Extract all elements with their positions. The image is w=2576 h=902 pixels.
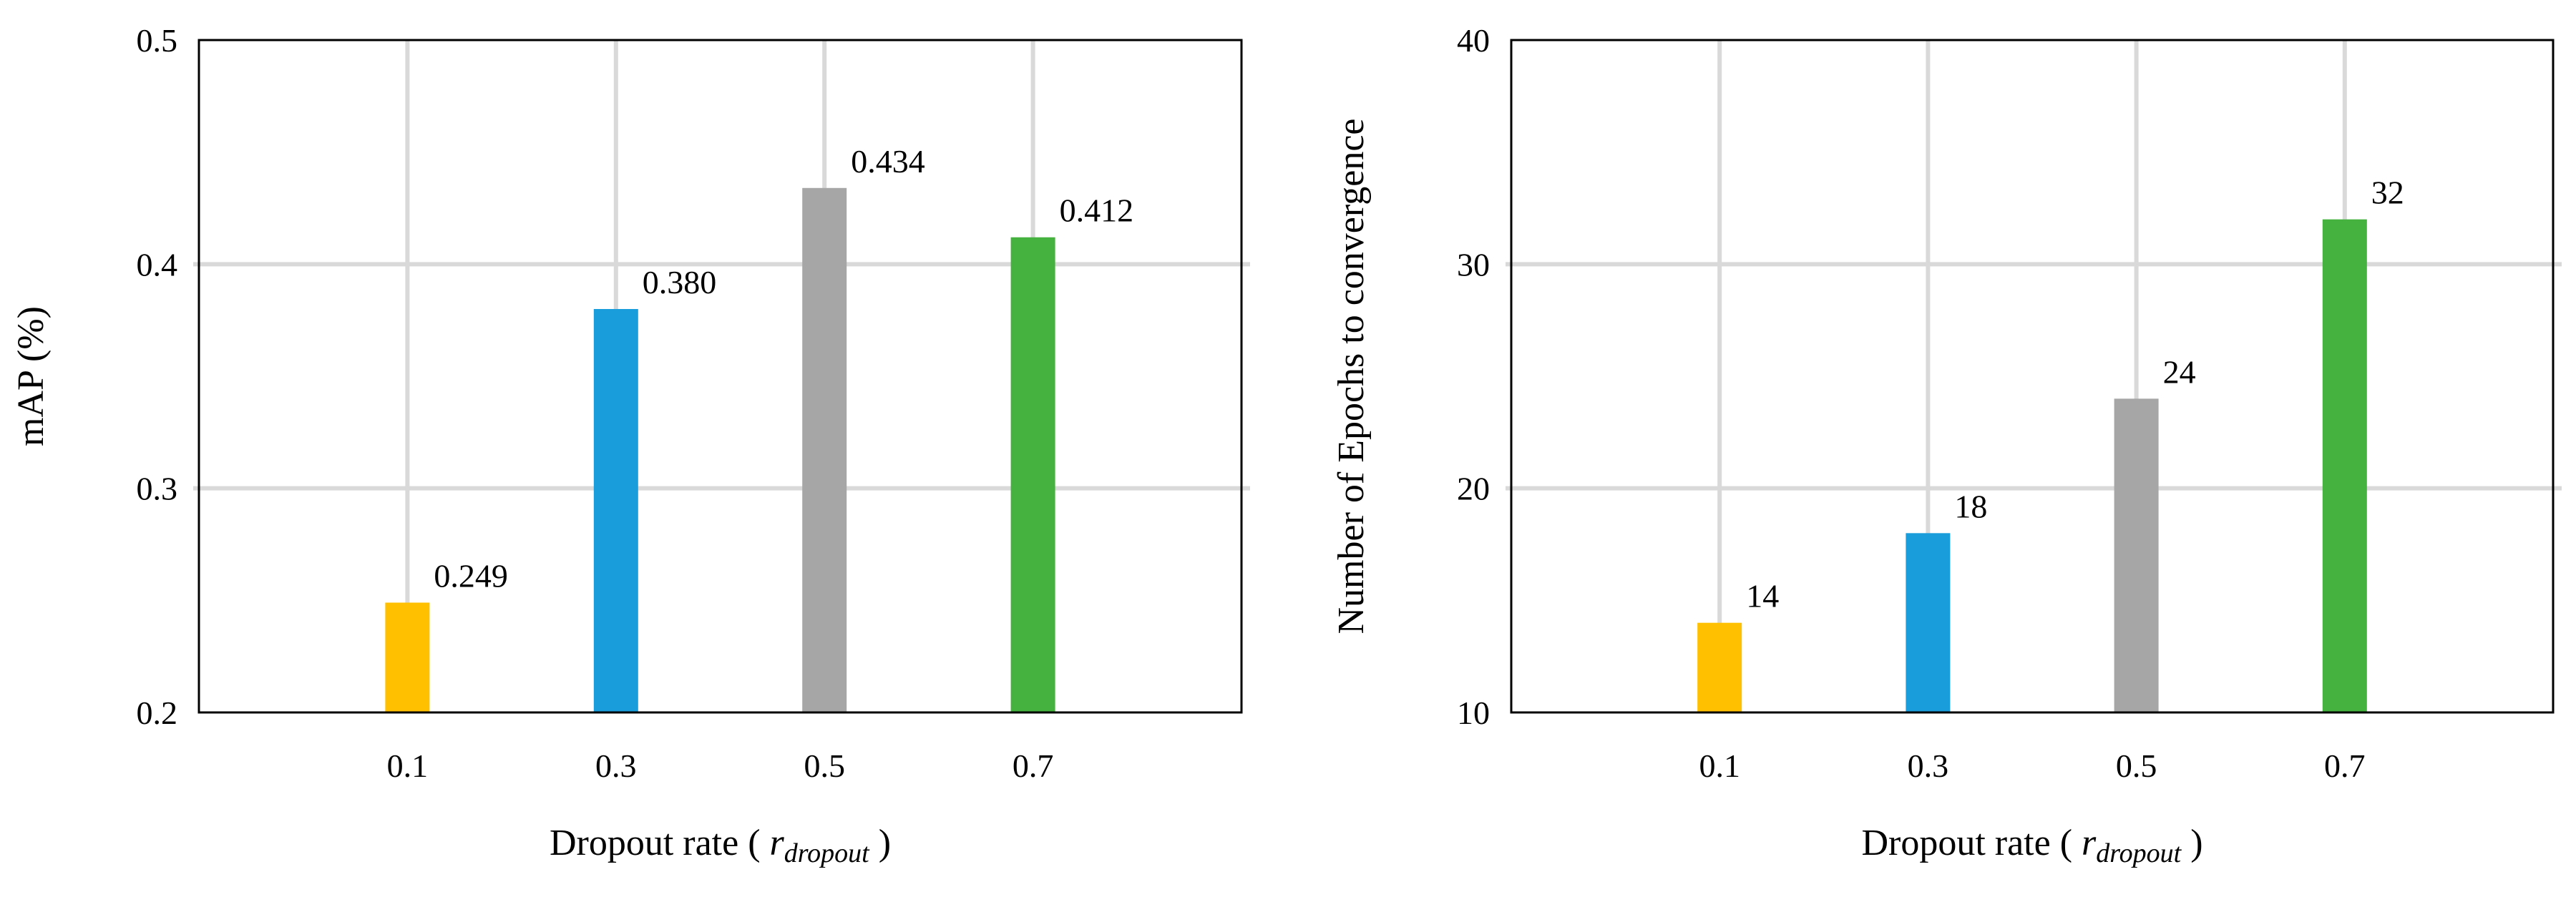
data-label: 0.434 [851, 143, 925, 180]
x-tick-label: 0.5 [804, 747, 845, 784]
bar-0.7 [1010, 237, 1055, 712]
y-axis-title: Number of Epochs to convergence [1331, 118, 1372, 634]
bar-0.5 [802, 187, 847, 712]
x-tick-label: 0.3 [1908, 747, 1949, 784]
x-tick-label: 0.1 [387, 747, 429, 784]
x-tick-label: 0.7 [2324, 747, 2366, 784]
y-tick-label: 10 [1457, 695, 1490, 731]
y-axis-title: mAP (%) [11, 306, 52, 446]
bar-0.3 [1906, 533, 1951, 712]
plot-frame [1510, 39, 2555, 714]
y-tick-label: 0.4 [137, 246, 178, 283]
x-tick-label: 0.5 [2116, 747, 2157, 784]
data-label: 18 [1954, 488, 1987, 524]
data-label: 0.249 [434, 557, 508, 594]
x-tick-label: 0.1 [1699, 747, 1740, 784]
data-label: 0.412 [1060, 192, 1134, 229]
y-tick-label: 40 [1457, 22, 1490, 59]
bar-0.5 [2114, 398, 2159, 712]
data-label: 24 [2163, 353, 2196, 390]
data-label: 32 [2371, 175, 2404, 211]
x-tick-label: 0.7 [1013, 747, 1054, 784]
y-tick-label: 0.3 [137, 471, 178, 507]
bar-0.1 [1697, 622, 1742, 712]
bar-0.7 [2322, 219, 2367, 713]
data-label: 0.380 [643, 264, 717, 300]
x-axis-title: Dropout rate ( rdropout ) [1861, 823, 2202, 868]
chart-panel-1: 0.249 0.380 0.434 0.412 0.2 0.3 0.4 0.5 0.1 0.3 0.… [11, 22, 1250, 868]
y-tick-label: 0.2 [137, 695, 178, 731]
x-axis-title: Dropout rate ( rdropout ) [550, 823, 891, 868]
y-tick-label: 20 [1457, 471, 1490, 507]
y-tick-label: 30 [1457, 246, 1490, 283]
bar-0.1 [385, 602, 430, 712]
y-tick-label: 0.5 [137, 22, 178, 59]
plot-frame [197, 39, 1243, 714]
bar-0.3 [593, 309, 638, 712]
chart-panel-2: 14 18 24 32 10 20 30 40 0.1 0.3 0.5 0.7 Number of Ep… [1331, 22, 2562, 868]
x-tick-label: 0.3 [595, 747, 637, 784]
data-label: 14 [1746, 578, 1779, 614]
